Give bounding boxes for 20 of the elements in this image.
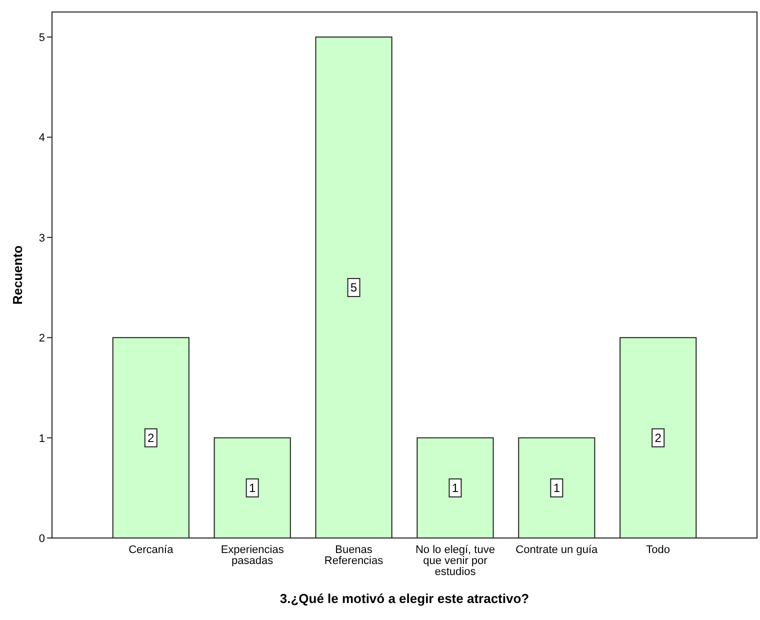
x-tick-label: Cercanía <box>128 544 174 556</box>
y-tick-label: 3 <box>38 232 45 244</box>
data-label: 1 <box>452 480 459 495</box>
x-tick-label: Buenas Referencias <box>324 544 384 567</box>
data-label: 2 <box>654 430 662 445</box>
data-label: 2 <box>148 430 155 445</box>
y-tick-label: 2 <box>38 332 45 345</box>
x-tick-label: No lo elegí, tuve que venir por estudios <box>415 544 495 578</box>
data-label: 1 <box>249 480 256 495</box>
y-tick-label: 4 <box>38 132 45 144</box>
data-label: 1 <box>553 480 560 495</box>
x-axis-title: 3.¿Qué le motivó a elegir este atractivo? <box>280 591 530 606</box>
x-tick-label: Contrate un guía <box>516 544 599 556</box>
y-axis-title: Recuento <box>10 245 25 305</box>
y-tick-label: 0 <box>38 533 45 545</box>
x-tick-label: Experiencias pasadas <box>220 544 284 567</box>
y-tick-label: 5 <box>38 32 45 44</box>
data-label: 5 <box>350 280 358 295</box>
y-tick-label: 1 <box>38 432 45 445</box>
x-tick-label: Todo <box>646 544 670 556</box>
